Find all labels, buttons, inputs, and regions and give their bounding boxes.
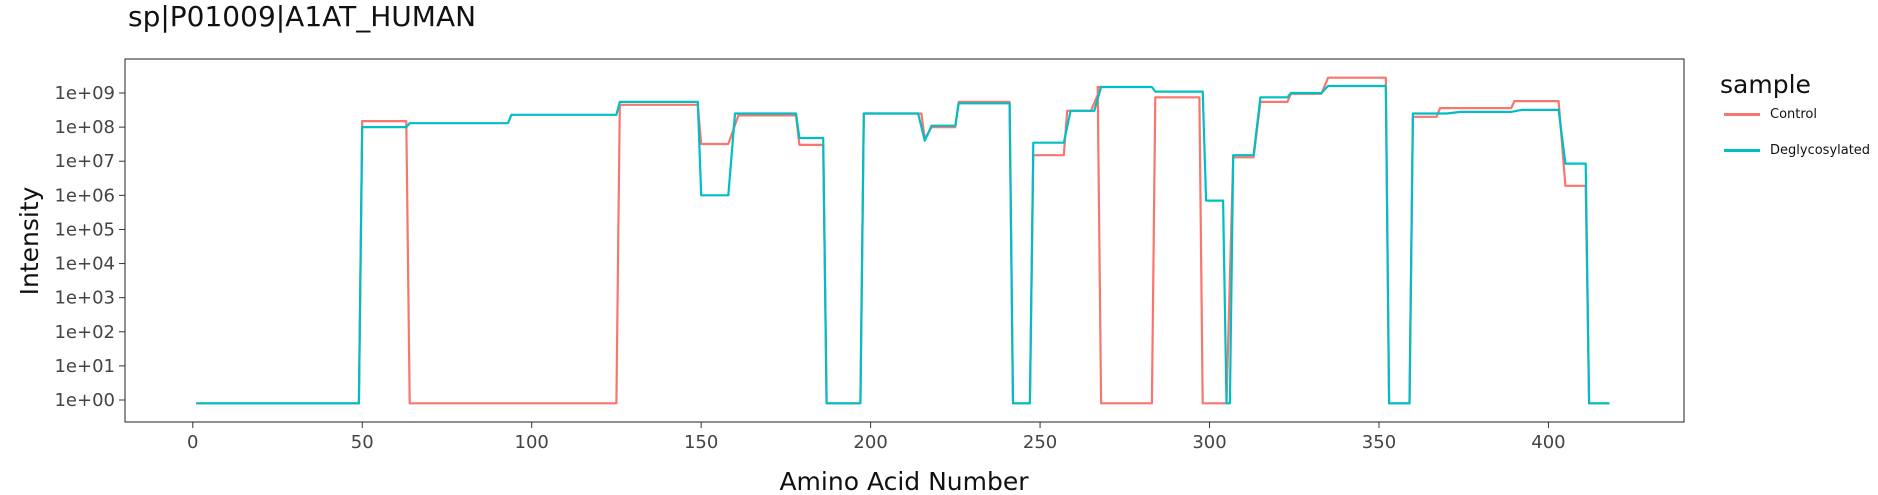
legend-swatch-deglycosylated: [1724, 148, 1760, 152]
y-tick-label: 1e+00: [54, 390, 115, 411]
y-tick-label: 1e+08: [54, 117, 115, 138]
y-tick-label: 1e+07: [54, 151, 115, 172]
legend-item-deglycosylated[interactable]: Deglycosylated: [1724, 139, 1870, 161]
x-tick-label: 250: [1023, 432, 1057, 453]
x-tick-label: 50: [351, 432, 374, 453]
y-tick-label: 1e+02: [54, 322, 115, 343]
plot-panel: [124, 58, 1685, 423]
series-layer: [196, 76, 1610, 405]
x-tick-label: 100: [515, 432, 549, 453]
y-tick-label: 1e+01: [54, 356, 115, 377]
y-tick-label: 1e+03: [54, 288, 115, 309]
y-axis: 1e+00 1e+01 1e+02 1e+03 1e+04 1e+05 1e+06 1e+07…: [54, 83, 125, 411]
legend-label-deglycosylated: Deglycosylated: [1770, 142, 1871, 158]
x-axis: 0 50 100 150 200 250 300 350 400: [187, 422, 1566, 453]
y-tick-label: 1e+05: [54, 219, 115, 240]
x-tick-label: 300: [1192, 432, 1226, 453]
series-line-deglycosylated: [196, 84, 1610, 405]
legend-item-control[interactable]: Control: [1724, 103, 1817, 125]
x-tick-label: 350: [1362, 432, 1396, 453]
x-tick-label: 150: [684, 432, 718, 453]
y-tick-label: 1e+06: [54, 185, 115, 206]
x-tick-label: 0: [187, 432, 198, 453]
legend-swatch-control: [1724, 112, 1760, 116]
x-tick-label: 200: [853, 432, 887, 453]
legend-label-control: Control: [1770, 106, 1817, 122]
chart-title: sp|P01009|A1AT_HUMAN: [128, 0, 477, 33]
x-axis-label: Amino Acid Number: [779, 467, 1029, 495]
y-axis-label: Intensity: [15, 186, 44, 295]
legend-title: sample: [1720, 70, 1811, 99]
x-tick-label: 400: [1531, 432, 1565, 453]
y-tick-label: 1e+09: [54, 83, 115, 104]
y-tick-label: 1e+04: [54, 254, 115, 275]
